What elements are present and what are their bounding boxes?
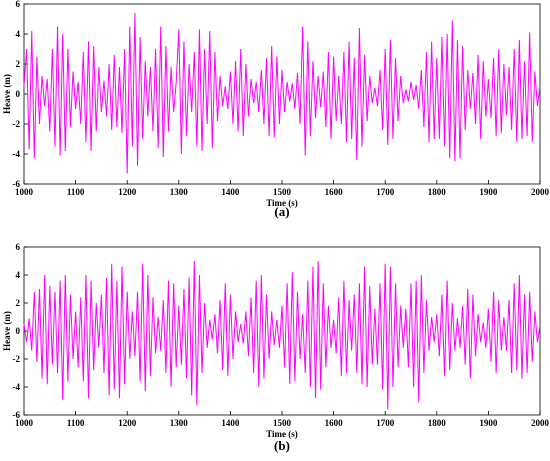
y-tick-label: 4 — [16, 29, 21, 39]
y-tick-label: -4 — [13, 382, 21, 392]
x-tick-label: 1400 — [221, 418, 240, 428]
x-tick-label: 2000 — [531, 418, 550, 428]
plot-frame — [23, 246, 541, 416]
x-tick-label: 1600 — [325, 187, 344, 197]
plot-frame — [23, 3, 541, 185]
x-tick-label: 1200 — [118, 418, 137, 428]
y-axis-label: Heave (m) — [2, 311, 12, 351]
y-tick-label: 0 — [16, 326, 21, 336]
x-tick-label: 1000 — [15, 418, 34, 428]
x-tick-label: 1200 — [118, 187, 137, 197]
y-tick-label: -6 — [13, 179, 21, 189]
x-tick-label: 1500 — [273, 418, 292, 428]
heave-line — [23, 12, 541, 174]
x-tick-label: 1800 — [428, 418, 447, 428]
x-tick-label: 1500 — [273, 187, 292, 197]
y-tick-label: -4 — [13, 149, 21, 159]
chart: 1000 1100 1200 1300 1400 1500 1600 1700 1800 1900… — [2, 242, 550, 453]
x-tick-label: 1400 — [221, 187, 240, 197]
x-tick-label: 1300 — [170, 187, 189, 197]
x-tick-label: 1600 — [325, 418, 344, 428]
y-tick-label: 4 — [16, 270, 21, 280]
chart: 1000 1100 1200 1300 1400 1500 1600 1700 1800 1900… — [2, 0, 550, 219]
y-tick-label: 2 — [16, 59, 21, 69]
x-tick-label: 1100 — [67, 187, 85, 197]
y-axis-label: Heave (m) — [2, 74, 12, 114]
x-tick-label: 2000 — [531, 187, 550, 197]
heave-line — [23, 260, 541, 410]
x-tick-label: 1700 — [376, 187, 395, 197]
x-tick-label: 1100 — [67, 418, 85, 428]
x-tick-label: 1800 — [428, 187, 447, 197]
y-tick-label: 2 — [16, 298, 21, 308]
x-tick-label: 1900 — [479, 187, 498, 197]
x-tick-label: 1700 — [376, 418, 395, 428]
subfigure-label: (b) — [274, 438, 290, 453]
y-tick-label: -2 — [13, 354, 21, 364]
x-tick-label: 1000 — [15, 187, 34, 197]
y-tick-label: -2 — [13, 119, 21, 129]
y-tick-label: 0 — [16, 89, 21, 99]
x-tick-label: 1900 — [479, 418, 498, 428]
y-tick-label: 6 — [16, 242, 21, 252]
y-tick-label: 6 — [16, 0, 21, 9]
x-axis-label: Time (s) — [266, 198, 298, 208]
x-axis-label: Time (s) — [266, 429, 298, 439]
x-tick-label: 1300 — [170, 418, 189, 428]
subfigure-label: (a) — [274, 204, 289, 219]
y-tick-label: -6 — [13, 410, 21, 420]
